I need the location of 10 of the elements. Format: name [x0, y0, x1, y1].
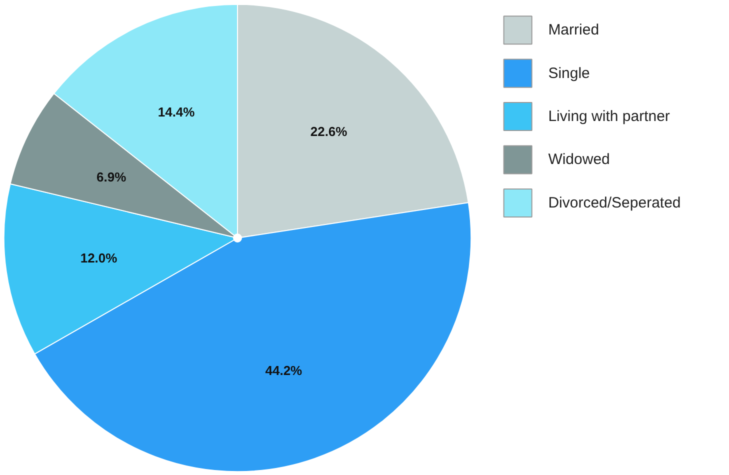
legend-label: Married — [548, 22, 600, 39]
data-label: 14.4% — [158, 104, 196, 120]
data-label: 12.0% — [80, 250, 118, 266]
data-label: 44.2% — [265, 362, 303, 378]
legend-label: Single — [548, 64, 590, 82]
legend-label: Living with partner — [548, 108, 670, 126]
legend-label: Divorced/Seperated — [548, 194, 681, 212]
data-label: 6.9% — [96, 169, 127, 184]
legend-label: Widowed — [548, 151, 610, 168]
data-label: 22.6% — [310, 124, 348, 140]
